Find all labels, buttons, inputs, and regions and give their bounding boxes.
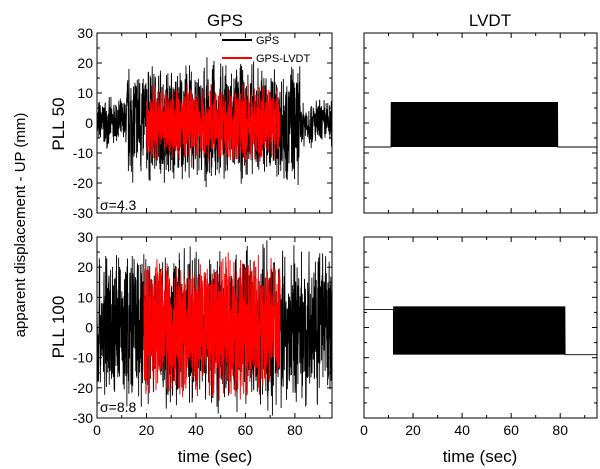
x-axis-label-lvdt: time (sec) xyxy=(443,447,518,466)
series-line-lvdt xyxy=(364,101,597,148)
series-line-gps-lvdt xyxy=(145,83,281,163)
row-label-pll50: PLL 50 xyxy=(49,97,68,150)
legend: GPS GPS-LVDT xyxy=(222,35,310,65)
legend-entry-gps: GPS xyxy=(256,35,279,47)
row-label-pll100: PLL 100 xyxy=(49,296,68,359)
x-tick-label: 80 xyxy=(287,422,303,438)
sigma-annotation: σ=4.3 xyxy=(100,197,136,213)
x-tick-label: 0 xyxy=(360,422,368,438)
column-title-lvdt: LVDT xyxy=(469,11,511,30)
x-tick-label: 40 xyxy=(454,422,470,438)
x-axis-label-gps: time (sec) xyxy=(178,447,253,466)
legend-entry-gps-lvdt: GPS-LVDT xyxy=(256,53,310,65)
x-tick-label: 60 xyxy=(503,422,519,438)
x-tick-label: 40 xyxy=(188,422,204,438)
column-title-gps: GPS xyxy=(207,11,243,30)
y-tick-label: -30 xyxy=(73,205,93,221)
y-tick-label: 10 xyxy=(77,85,93,101)
y-tick-label: 0 xyxy=(85,320,93,336)
y-tick-label: 0 xyxy=(85,115,93,131)
y-tick-label: 20 xyxy=(77,55,93,71)
series-line-lvdt xyxy=(364,306,597,356)
y-tick-label: 30 xyxy=(77,25,93,41)
y-tick-label: 30 xyxy=(77,229,93,245)
y-tick-label: 20 xyxy=(77,259,93,275)
sigma-annotation: σ=8.8 xyxy=(100,399,136,415)
x-tick-label: 80 xyxy=(552,422,568,438)
y-tick-label: -10 xyxy=(73,145,93,161)
x-tick-label: 60 xyxy=(238,422,254,438)
y-tick-label: -20 xyxy=(73,175,93,191)
y-tick-label: -30 xyxy=(73,410,93,426)
x-tick-label: 0 xyxy=(93,422,101,438)
y-axis-label: apparent displacement - UP (mm) xyxy=(12,113,29,338)
x-tick-label: 20 xyxy=(405,422,421,438)
series-line-gps-lvdt xyxy=(143,252,281,401)
panel-gps-pll100: -30 -20 -10 0 10 20 30 0 20 40 60 80 σ=8.8 xyxy=(73,229,333,438)
y-tick-label: -10 xyxy=(73,350,93,366)
x-tick-label: 20 xyxy=(139,422,155,438)
panel-gps-pll50: -30 -20 -10 0 10 20 30 σ=4.3 GPS GPS-LVDT xyxy=(73,25,333,221)
y-tick-label: 10 xyxy=(77,289,93,305)
y-tick-label: -20 xyxy=(73,380,93,396)
